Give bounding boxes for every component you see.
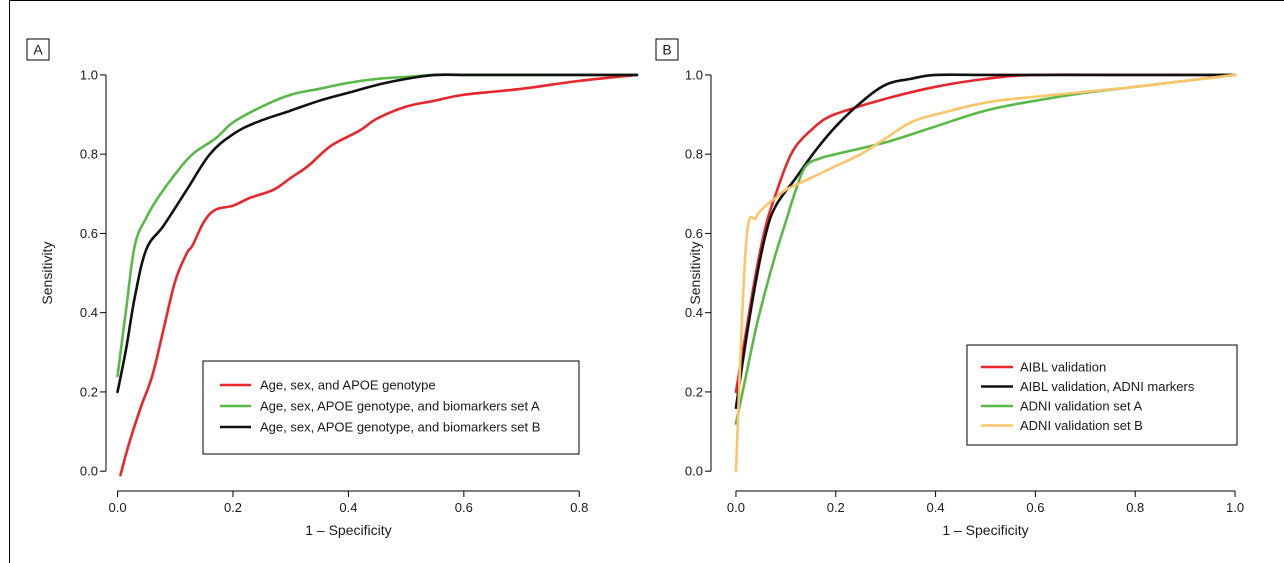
y-tick-label: 0.6 <box>685 226 703 241</box>
y-tick-label: 0.6 <box>80 226 98 241</box>
x-tick-label: 0.2 <box>224 500 242 515</box>
legend-box <box>966 344 1238 446</box>
x-tick-label: 0.8 <box>570 500 588 515</box>
series-line-3 <box>116 73 639 394</box>
x-tick-label: 0.4 <box>339 500 357 515</box>
x-tick-label: 1.0 <box>1226 500 1244 515</box>
legend-label-1: AIBL validation <box>1020 360 1106 375</box>
y-tick-label: 0.8 <box>80 147 98 162</box>
x-tick-label: 0.0 <box>109 500 127 515</box>
y-tick-label: 0.4 <box>685 305 703 320</box>
y-tick-label: 1.0 <box>685 67 703 82</box>
legend-box <box>202 360 580 455</box>
legend-label-3: ADNI validation set A <box>1020 399 1142 414</box>
x-tick-label: 0.6 <box>455 500 473 515</box>
y-tick-label: 0.4 <box>80 305 98 320</box>
legend-label-4: ADNI validation set B <box>1020 418 1143 433</box>
x-tick-label: 0.4 <box>927 500 945 515</box>
legend-label-2: AIBL validation, ADNI markers <box>1020 379 1195 394</box>
x-axis-title: 1 – Specificity <box>942 522 1028 538</box>
y-tick-label: 0.2 <box>80 384 98 399</box>
y-axis-title: Sensitivity <box>687 242 703 305</box>
y-tick-label: 0.0 <box>685 464 703 479</box>
series-line-1 <box>734 73 1237 394</box>
x-tick-label: 0.6 <box>1026 500 1044 515</box>
y-axis-title: Sensitivity <box>39 242 55 305</box>
legend-label-2: Age, sex, APOE genotype, and biomarkers … <box>260 399 540 414</box>
series-line-1 <box>119 73 639 477</box>
x-tick-label: 0.0 <box>727 500 745 515</box>
legend-label-1: Age, sex, and APOE genotype <box>260 378 436 393</box>
panel-label-b: B <box>662 42 671 58</box>
y-tick-label: 0.0 <box>80 464 98 479</box>
x-tick-label: 0.8 <box>1126 500 1144 515</box>
y-tick-label: 1.0 <box>80 67 98 82</box>
x-tick-label: 0.2 <box>827 500 845 515</box>
panel-label-a: A <box>33 42 43 58</box>
panel-b: B 0.0 0.2 0.4 0.6 0.8 1.0 0.0 0.2 0.4 0.6 0.8 1.0 1 –… <box>655 38 1244 538</box>
series-line-2 <box>734 73 1237 410</box>
panel-a: A 0.0 0.2 0.4 0.6 0.8 0.0 0.2 0.4 0.6 0.8 1.0 1 – Sp… <box>26 38 639 538</box>
panel-label-box <box>655 38 679 61</box>
series-line-4 <box>734 73 1237 473</box>
x-axis-title: 1 – Specificity <box>305 522 391 538</box>
panel-label-box <box>26 38 50 61</box>
y-tick-label: 0.8 <box>685 147 703 162</box>
legend-label-3: Age, sex, APOE genotype, and biomarkers … <box>260 420 540 435</box>
y-tick-label: 0.2 <box>685 384 703 399</box>
